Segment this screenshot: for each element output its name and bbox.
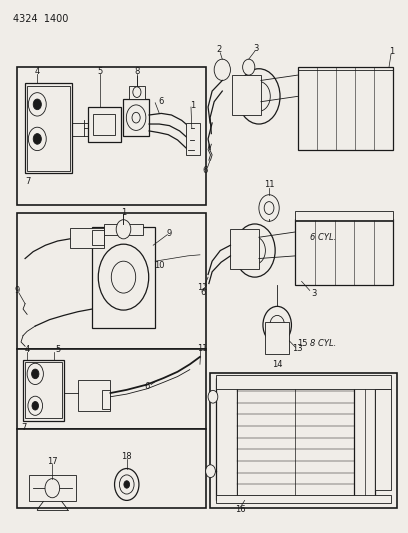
Circle shape xyxy=(120,475,134,494)
Text: 11: 11 xyxy=(264,180,274,189)
Bar xyxy=(297,67,393,150)
Text: 8: 8 xyxy=(134,68,140,76)
Text: 1: 1 xyxy=(121,208,126,217)
Circle shape xyxy=(126,105,146,131)
Bar xyxy=(70,228,104,248)
Bar xyxy=(295,211,393,220)
Bar xyxy=(233,75,261,115)
Circle shape xyxy=(116,220,131,239)
Circle shape xyxy=(206,465,215,478)
Text: 6: 6 xyxy=(202,166,208,175)
Text: 6 CYL.: 6 CYL. xyxy=(310,233,336,242)
Circle shape xyxy=(28,93,46,116)
Bar xyxy=(295,219,393,285)
Bar xyxy=(216,495,391,503)
Circle shape xyxy=(33,99,41,110)
Circle shape xyxy=(28,127,46,151)
Text: 10: 10 xyxy=(154,261,164,270)
Circle shape xyxy=(115,469,139,500)
Text: 18: 18 xyxy=(122,452,132,461)
Text: 2: 2 xyxy=(216,45,222,54)
Text: 16: 16 xyxy=(235,505,246,514)
Bar xyxy=(78,380,111,411)
Text: 12: 12 xyxy=(197,283,208,292)
Bar xyxy=(237,378,355,500)
Bar xyxy=(17,67,206,205)
Circle shape xyxy=(133,87,141,98)
Circle shape xyxy=(259,195,279,221)
Bar xyxy=(27,86,70,171)
Circle shape xyxy=(132,112,140,123)
Bar xyxy=(216,378,237,500)
Circle shape xyxy=(214,59,231,80)
Text: 5: 5 xyxy=(55,345,60,354)
Circle shape xyxy=(238,69,280,124)
Circle shape xyxy=(28,396,42,415)
Bar xyxy=(92,230,104,245)
Bar xyxy=(23,360,64,421)
Text: 4: 4 xyxy=(35,68,40,76)
Text: 15: 15 xyxy=(297,339,308,348)
Text: 11: 11 xyxy=(197,344,207,353)
Text: 8 CYL.: 8 CYL. xyxy=(310,339,336,348)
Text: 1: 1 xyxy=(389,47,395,55)
Circle shape xyxy=(243,59,255,75)
Bar xyxy=(17,349,206,429)
Text: 4: 4 xyxy=(24,345,30,354)
Circle shape xyxy=(124,481,130,488)
Bar xyxy=(17,213,206,349)
Circle shape xyxy=(244,237,265,264)
Bar xyxy=(104,224,143,235)
Circle shape xyxy=(235,224,275,277)
Bar xyxy=(216,375,391,389)
Bar xyxy=(186,123,200,155)
Circle shape xyxy=(27,364,43,384)
Circle shape xyxy=(270,316,284,335)
Bar xyxy=(129,86,145,99)
Bar xyxy=(355,378,375,500)
Text: 14: 14 xyxy=(272,360,282,369)
Text: 7: 7 xyxy=(22,423,27,432)
Text: 9: 9 xyxy=(167,229,172,238)
Bar xyxy=(210,373,397,508)
Bar xyxy=(88,107,121,142)
Text: 1: 1 xyxy=(190,101,195,110)
Circle shape xyxy=(31,369,39,378)
Circle shape xyxy=(248,82,270,111)
Bar xyxy=(265,322,289,354)
Circle shape xyxy=(111,261,136,293)
Text: 13: 13 xyxy=(292,344,303,353)
Bar xyxy=(375,389,391,490)
Text: 6: 6 xyxy=(144,382,150,391)
Text: 7: 7 xyxy=(26,177,31,186)
Text: 17: 17 xyxy=(47,457,58,466)
Bar xyxy=(102,390,110,409)
Text: 6: 6 xyxy=(159,97,164,106)
Bar xyxy=(93,114,115,135)
Text: 3: 3 xyxy=(311,288,317,297)
Text: 9: 9 xyxy=(14,286,20,295)
Bar xyxy=(92,227,155,328)
Circle shape xyxy=(32,401,38,410)
Text: 3: 3 xyxy=(253,44,259,53)
Bar xyxy=(29,475,76,502)
Circle shape xyxy=(208,390,218,403)
Text: 5: 5 xyxy=(98,68,103,76)
Circle shape xyxy=(263,306,291,344)
Circle shape xyxy=(98,244,149,310)
Circle shape xyxy=(33,134,41,144)
Circle shape xyxy=(45,479,60,498)
Circle shape xyxy=(264,201,274,214)
Bar xyxy=(123,99,149,136)
Bar xyxy=(25,83,72,173)
Text: 4324  1400: 4324 1400 xyxy=(13,14,68,25)
Text: 6: 6 xyxy=(200,287,206,296)
Bar xyxy=(231,229,259,269)
Bar xyxy=(25,362,62,418)
Bar xyxy=(17,429,206,508)
